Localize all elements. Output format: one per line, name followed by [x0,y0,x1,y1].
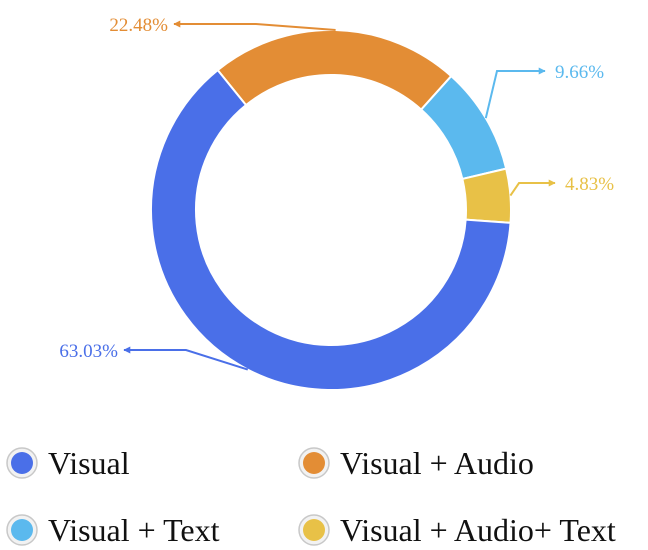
slices-group [150,29,512,391]
slice-visual-audio-text [461,167,512,224]
legend-item-visual-audio[interactable]: Visual + Audio [298,445,534,481]
legend: Visual Visual + Audio Visual + Text Visual … [6,445,616,548]
legend-item-visual[interactable]: Visual [6,445,130,481]
callouts-group: 22.48% 9.66% 4.83% 63.03% [59,15,614,371]
slice-visual [150,68,512,391]
callout-arrow-visual [123,346,249,371]
legend-item-visual-text[interactable]: Visual + Text [6,512,220,548]
legend-marker-visual [11,452,33,474]
legend-item-visual-audio-text[interactable]: Visual + Audio+ Text [298,512,616,548]
legend-label-visual: Visual [48,445,130,481]
value-label-visual-text: 9.66% [555,62,604,83]
legend-label-visual-audio-text: Visual + Audio+ Text [340,512,616,548]
value-label-visual-audio: 22.48% [109,15,168,36]
callout-arrow-visual-audio [173,20,336,32]
slice-visual-audio [216,29,453,111]
legend-marker-visual-audio-text [303,519,325,541]
legend-marker-visual-text [11,519,33,541]
legend-label-visual-text: Visual + Text [48,512,220,548]
legend-label-visual-audio: Visual + Audio [340,445,534,481]
value-label-visual-audio-text: 4.83% [565,174,614,195]
value-label-visual: 63.03% [59,341,118,362]
callout-arrow-visual-text [484,67,546,119]
callout-arrow-visual-audio-text [509,179,556,197]
legend-marker-visual-audio [303,452,325,474]
